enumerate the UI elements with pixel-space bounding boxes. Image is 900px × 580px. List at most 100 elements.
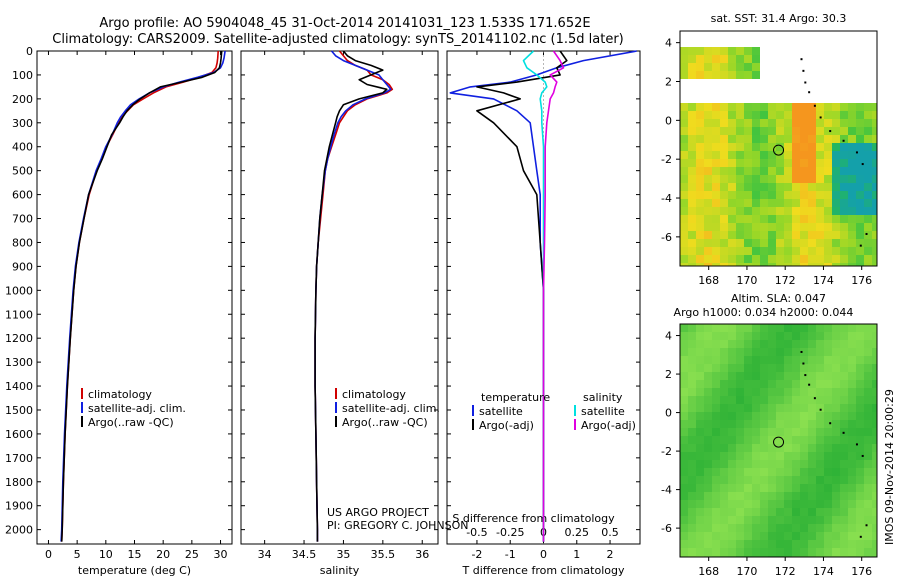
- map-cell: [824, 524, 832, 532]
- map-cell: [760, 207, 768, 215]
- map-cell: [856, 396, 864, 404]
- map-cell: [800, 516, 808, 524]
- map-cell: [856, 167, 864, 175]
- map-cell: [864, 119, 872, 127]
- map-cell: [712, 452, 720, 460]
- map-cell: [872, 159, 877, 167]
- map-cell: [824, 412, 832, 420]
- map-cell: [736, 215, 744, 223]
- map-cell: [704, 404, 712, 412]
- map-cell: [800, 191, 808, 199]
- map-cell: [840, 332, 848, 340]
- map-cell: [872, 332, 877, 340]
- map-cell: [696, 239, 704, 247]
- map-cell: [752, 356, 760, 364]
- x-tick-label: 34: [258, 548, 272, 561]
- map-cell: [848, 452, 856, 460]
- map-cell: [816, 183, 824, 191]
- map-cell: [696, 71, 704, 79]
- map-cell: [696, 143, 704, 151]
- map-cell: [872, 255, 877, 263]
- map-cell: [720, 388, 728, 396]
- map-cell: [872, 548, 877, 556]
- map-cell: [832, 508, 840, 516]
- map-cell: [760, 476, 768, 484]
- map-cell: [792, 396, 800, 404]
- map-cell: [720, 548, 728, 556]
- map-cell: [760, 532, 768, 540]
- map-cell: [832, 215, 840, 223]
- map-cell: [696, 508, 704, 516]
- map-cell: [728, 143, 736, 151]
- map-cell: [784, 340, 792, 348]
- x-tick-label: 35.5: [371, 548, 396, 561]
- map-cell: [792, 263, 800, 266]
- island-mark: [819, 116, 822, 119]
- map-cell: [720, 508, 728, 516]
- map-cell: [712, 239, 720, 247]
- map-cell: [768, 444, 776, 452]
- map-cell: [792, 175, 800, 183]
- map-cell: [808, 524, 816, 532]
- map-cell: [848, 340, 856, 348]
- map-cell: [680, 340, 688, 348]
- map-cell: [856, 356, 864, 364]
- map-cell: [704, 47, 712, 55]
- map-cell: [744, 508, 752, 516]
- map-cell: [784, 103, 792, 111]
- map-cell: [680, 364, 688, 372]
- map-cell: [728, 47, 736, 55]
- map-cell: [688, 223, 696, 231]
- map-cell: [864, 428, 872, 436]
- map-cell: [784, 428, 792, 436]
- map-cell: [808, 332, 816, 340]
- map-cell: [720, 340, 728, 348]
- map-cell: [784, 500, 792, 508]
- map-cell: [784, 167, 792, 175]
- map-cell: [712, 340, 720, 348]
- map-cell: [736, 340, 744, 348]
- map-cell: [776, 103, 784, 111]
- map-cell: [728, 111, 736, 119]
- map-cell: [704, 191, 712, 199]
- map-cell: [768, 388, 776, 396]
- map-cell: [736, 135, 744, 143]
- map-cell: [832, 103, 840, 111]
- map-cell: [784, 348, 792, 356]
- map-cell: [840, 151, 848, 159]
- map-cell: [768, 175, 776, 183]
- map-cell: [840, 364, 848, 372]
- map-cell: [760, 404, 768, 412]
- map-cell: [776, 492, 784, 500]
- map-cell: [872, 500, 877, 508]
- map-cell: [696, 324, 704, 332]
- map-cell: [728, 159, 736, 167]
- map-cell: [856, 420, 864, 428]
- map-cell: [792, 255, 800, 263]
- map-cell: [744, 151, 752, 159]
- map-cell: [704, 356, 712, 364]
- map-cell: [848, 492, 856, 500]
- map-cell: [744, 364, 752, 372]
- map-cell: [736, 548, 744, 556]
- map-cell: [680, 516, 688, 524]
- map-cell: [680, 159, 688, 167]
- map-cell: [848, 199, 856, 207]
- map-cell: [752, 71, 760, 79]
- map-cell: [712, 151, 720, 159]
- map-cell: [864, 412, 872, 420]
- map-cell: [792, 324, 800, 332]
- map-cell: [696, 348, 704, 356]
- map-cell: [720, 396, 728, 404]
- map-cell: [744, 127, 752, 135]
- map-cell: [688, 372, 696, 380]
- map-cell: [776, 255, 784, 263]
- map-cell: [696, 111, 704, 119]
- map-cell: [840, 436, 848, 444]
- map-cell: [864, 492, 872, 500]
- map-cell: [760, 436, 768, 444]
- map-cell: [736, 428, 744, 436]
- map-cell: [760, 183, 768, 191]
- map-cell: [720, 332, 728, 340]
- map-cell: [840, 492, 848, 500]
